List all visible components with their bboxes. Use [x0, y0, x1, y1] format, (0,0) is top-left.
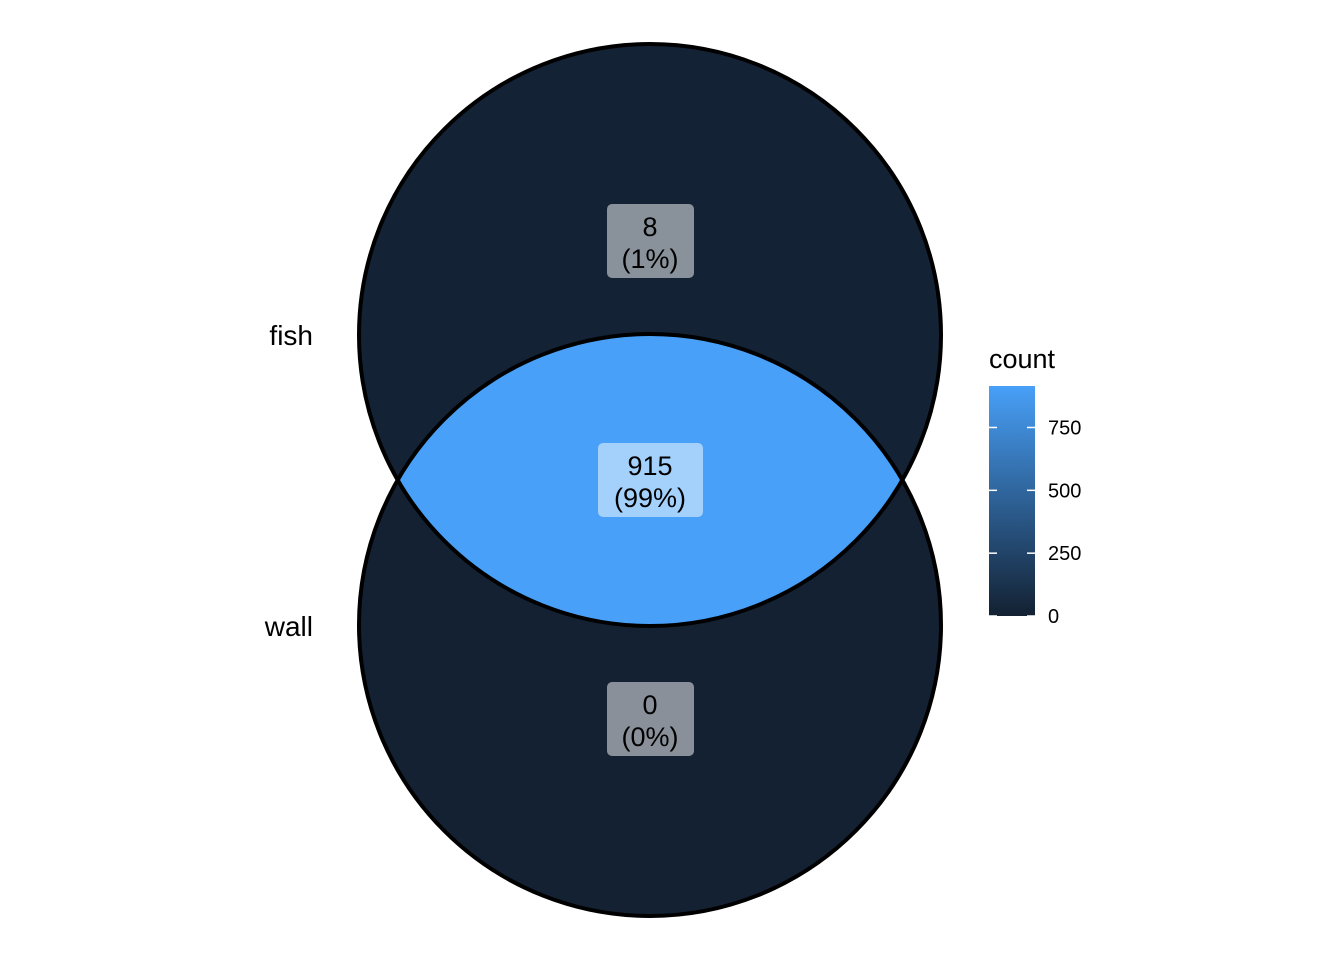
legend-tick-label: 0 — [1048, 606, 1059, 628]
region-count: 0 — [642, 690, 657, 720]
label-box — [607, 204, 694, 278]
region-count: 8 — [642, 212, 657, 242]
region-label-fish-only: 8 (1%) — [607, 204, 694, 278]
legend-tick-label: 750 — [1048, 417, 1081, 439]
region-count: 915 — [627, 451, 672, 481]
legend-tick-label: 500 — [1048, 480, 1081, 502]
region-percent: (1%) — [621, 244, 678, 274]
fish-circle-outline — [357, 42, 943, 628]
set-label-fish: fish — [269, 320, 313, 351]
label-box — [607, 682, 694, 756]
set-label-wall: wall — [264, 611, 313, 642]
legend-colorbar — [989, 386, 1035, 616]
region-percent: (99%) — [614, 483, 686, 513]
venn-outlines — [357, 42, 943, 918]
legend-title: count — [989, 344, 1056, 374]
label-box — [598, 443, 703, 517]
legend-tick-label: 250 — [1048, 543, 1081, 565]
region-percent: (0%) — [621, 722, 678, 752]
color-legend: count 0 250 500 750 — [989, 344, 1081, 628]
region-label-wall-only: 0 (0%) — [607, 682, 694, 756]
wall-circle-outline — [357, 332, 943, 918]
region-label-intersection: 915 (99%) — [598, 443, 703, 517]
legend-ticks: 0 250 500 750 — [989, 417, 1081, 628]
